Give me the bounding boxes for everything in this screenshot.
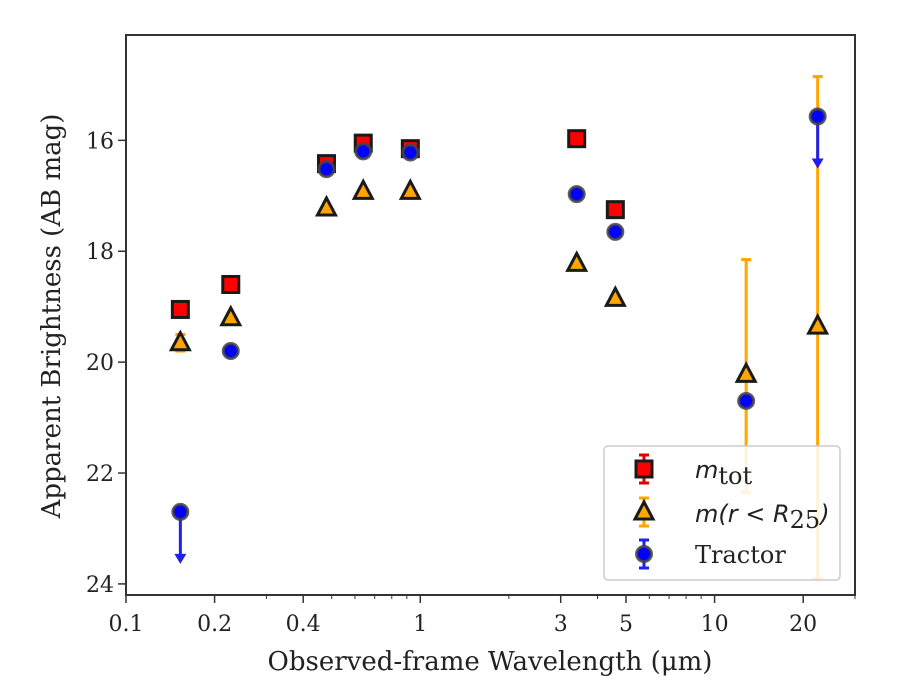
y-tick-label: 24 (86, 573, 114, 598)
circle-point (567, 185, 586, 204)
triangle-point (398, 178, 422, 200)
circle-point (171, 502, 190, 521)
y-axis-ticks: 16 18 20 22 24 (86, 129, 126, 598)
circle-point (317, 160, 336, 179)
upper-limit-arrow-head (174, 553, 187, 564)
legend-label-mtot: mtot (695, 456, 752, 490)
triangle-point (565, 250, 589, 272)
circle-point (737, 391, 756, 410)
x-tick-label: 3 (554, 612, 568, 637)
y-tick-label: 18 (86, 240, 114, 265)
square-point (221, 275, 241, 295)
x-tick-label: 10 (701, 612, 729, 637)
legend-markers (632, 453, 656, 570)
legend-frame (603, 445, 841, 581)
triangle-point (603, 285, 627, 307)
upper-limit-arrow-head (811, 158, 824, 169)
y-tick-label: 16 (86, 129, 114, 154)
legend-square-marker (634, 459, 654, 479)
x-axis-label: Observed-frame Wavelength (μm) (268, 647, 713, 677)
circle-point (606, 222, 625, 241)
x-tick-label: 20 (789, 612, 817, 637)
square-point (567, 129, 587, 149)
square-point (170, 299, 190, 319)
triangle-point (168, 329, 192, 352)
triangle-point (351, 178, 375, 200)
x-tick-label: 5 (619, 612, 633, 637)
y-axis-label: Apparent Brightness (AB mag) (37, 114, 67, 520)
data-marks (168, 75, 830, 580)
circle-point (221, 342, 240, 361)
square-point (605, 200, 625, 220)
legend-label-mr25: m(r < R25) (695, 500, 830, 534)
circle-point (808, 107, 827, 126)
triangle-point (806, 312, 830, 335)
x-tick-label: 0.1 (109, 612, 144, 637)
legend-circle-marker (635, 545, 653, 563)
circle-point (354, 142, 373, 161)
legend-triangle-marker (632, 498, 656, 521)
x-tick-label: 1 (413, 612, 427, 637)
x-tick-label: 0.4 (286, 612, 321, 637)
y-tick-label: 22 (86, 462, 114, 487)
x-axis-ticks: 0.1 0.2 0.4 1 3 5 10 20 (109, 595, 856, 637)
y-tick-label: 20 (86, 351, 114, 376)
triangle-point (314, 194, 338, 217)
circle-point (401, 143, 420, 162)
legend-label-tractor: Tractor (695, 541, 786, 569)
legend: mtot m(r < R25) Tractor (603, 445, 841, 581)
triangle-point (219, 304, 243, 327)
x-tick-label: 0.2 (197, 612, 232, 637)
triangle-point (734, 361, 758, 383)
